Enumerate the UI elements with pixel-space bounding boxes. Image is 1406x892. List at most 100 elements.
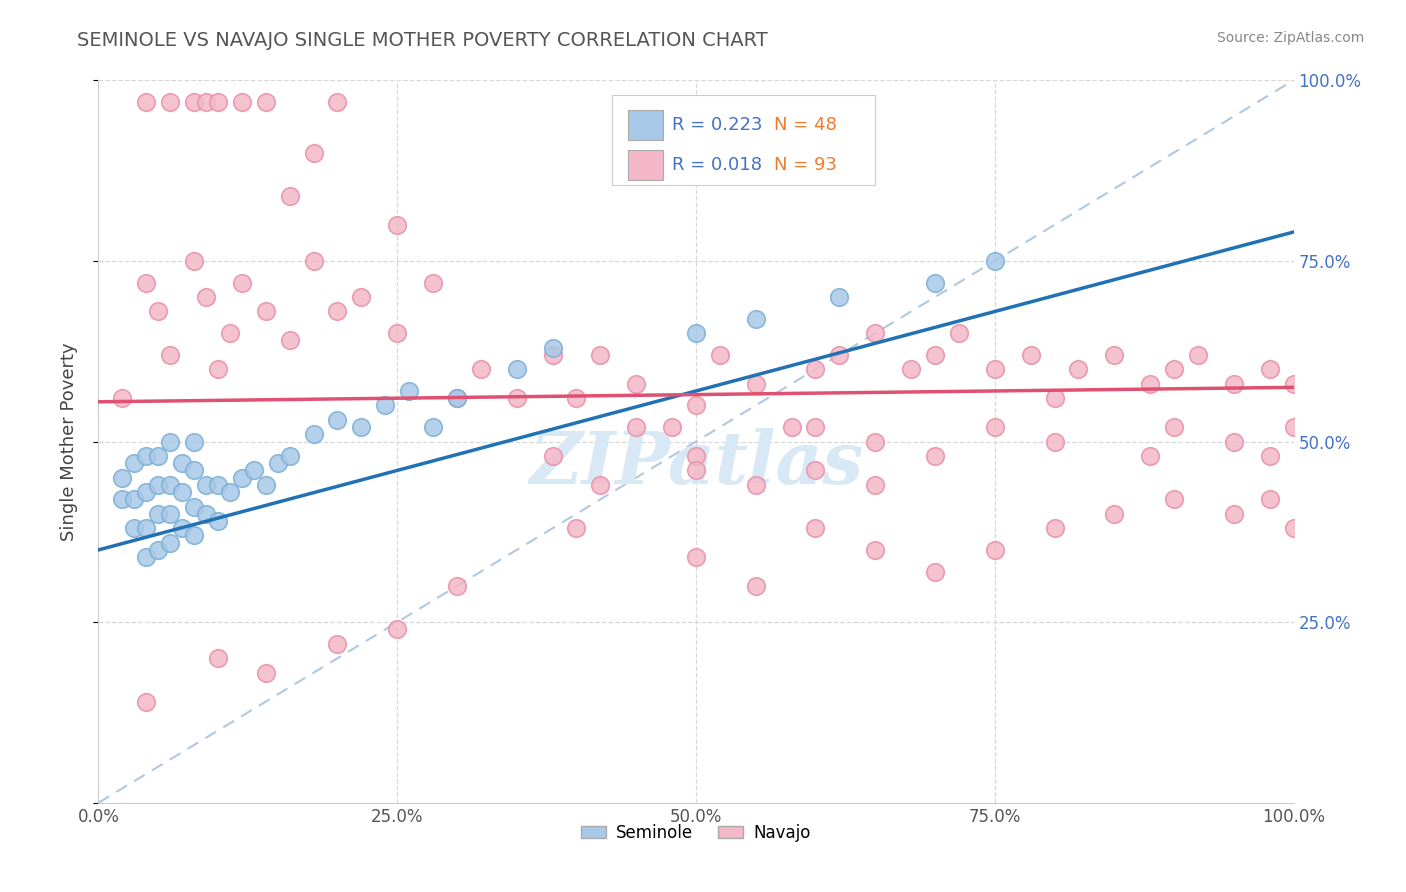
Point [865, 326, 887, 340]
FancyBboxPatch shape [613, 95, 876, 185]
Point [1163, 362, 1185, 376]
Point [398, 384, 420, 398]
Point [195, 290, 218, 304]
Y-axis label: Single Mother Poverty: Single Mother Poverty [59, 343, 77, 541]
Point [148, 478, 170, 492]
Point [385, 218, 409, 232]
Point [780, 420, 803, 434]
Point [183, 434, 205, 449]
Point [148, 507, 170, 521]
Point [385, 623, 409, 637]
Point [1282, 376, 1305, 391]
Point [984, 420, 1007, 434]
Point [1104, 348, 1126, 362]
Point [924, 449, 946, 463]
Point [1187, 348, 1209, 362]
Point [626, 376, 648, 391]
Point [207, 651, 229, 665]
Text: N = 48: N = 48 [773, 116, 837, 134]
Point [278, 449, 301, 463]
Point [685, 398, 707, 412]
Point [231, 470, 253, 484]
Point [1282, 521, 1305, 535]
Point [745, 579, 768, 593]
Point [1043, 434, 1066, 449]
Point [1223, 376, 1246, 391]
Point [685, 463, 707, 477]
Point [422, 420, 444, 434]
Point [685, 550, 707, 565]
Point [243, 463, 266, 477]
Point [124, 492, 146, 507]
Point [541, 341, 564, 355]
Point [900, 362, 922, 376]
Point [172, 456, 194, 470]
Point [159, 434, 181, 449]
Point [111, 470, 134, 484]
Point [565, 521, 588, 535]
Point [124, 456, 146, 470]
Point [924, 348, 946, 362]
Point [326, 637, 349, 651]
Point [685, 326, 707, 340]
Point [1223, 434, 1246, 449]
Point [183, 253, 205, 268]
Point [159, 478, 181, 492]
Legend: Seminole, Navajo: Seminole, Navajo [575, 817, 817, 848]
Point [804, 463, 827, 477]
Point [446, 579, 468, 593]
Point [135, 485, 157, 500]
Point [924, 276, 946, 290]
Point [207, 362, 229, 376]
Point [984, 542, 1007, 557]
Point [302, 253, 325, 268]
Point [374, 398, 396, 412]
Point [804, 420, 827, 434]
Point [302, 427, 325, 442]
Point [135, 449, 157, 463]
Point [828, 348, 851, 362]
Point [865, 434, 887, 449]
Point [231, 95, 253, 109]
Point [1139, 449, 1161, 463]
Text: R = 0.223: R = 0.223 [672, 116, 762, 134]
Point [865, 478, 887, 492]
Point [111, 391, 134, 405]
Point [148, 542, 170, 557]
Point [148, 449, 170, 463]
Point [278, 334, 301, 348]
Point [302, 145, 325, 160]
Point [183, 463, 205, 477]
Text: N = 93: N = 93 [773, 156, 837, 174]
Point [195, 478, 218, 492]
Point [745, 478, 768, 492]
Point [745, 311, 768, 326]
Point [195, 507, 218, 521]
Point [135, 550, 157, 565]
Point [159, 507, 181, 521]
Point [661, 420, 683, 434]
Point [828, 290, 851, 304]
Point [685, 449, 707, 463]
Point [1043, 391, 1066, 405]
Point [326, 413, 349, 427]
Point [1223, 507, 1246, 521]
Point [470, 362, 492, 376]
Point [1163, 492, 1185, 507]
Point [446, 391, 468, 405]
Point [446, 391, 468, 405]
Point [195, 95, 218, 109]
Point [804, 362, 827, 376]
Text: R = 0.018: R = 0.018 [672, 156, 762, 174]
Point [159, 535, 181, 549]
Text: ZIPatlas: ZIPatlas [529, 428, 863, 499]
Point [231, 276, 253, 290]
Point [326, 304, 349, 318]
Point [984, 253, 1007, 268]
Point [207, 514, 229, 528]
Point [350, 420, 373, 434]
Point [626, 420, 648, 434]
Point [1067, 362, 1090, 376]
Point [1019, 348, 1042, 362]
Point [565, 391, 588, 405]
